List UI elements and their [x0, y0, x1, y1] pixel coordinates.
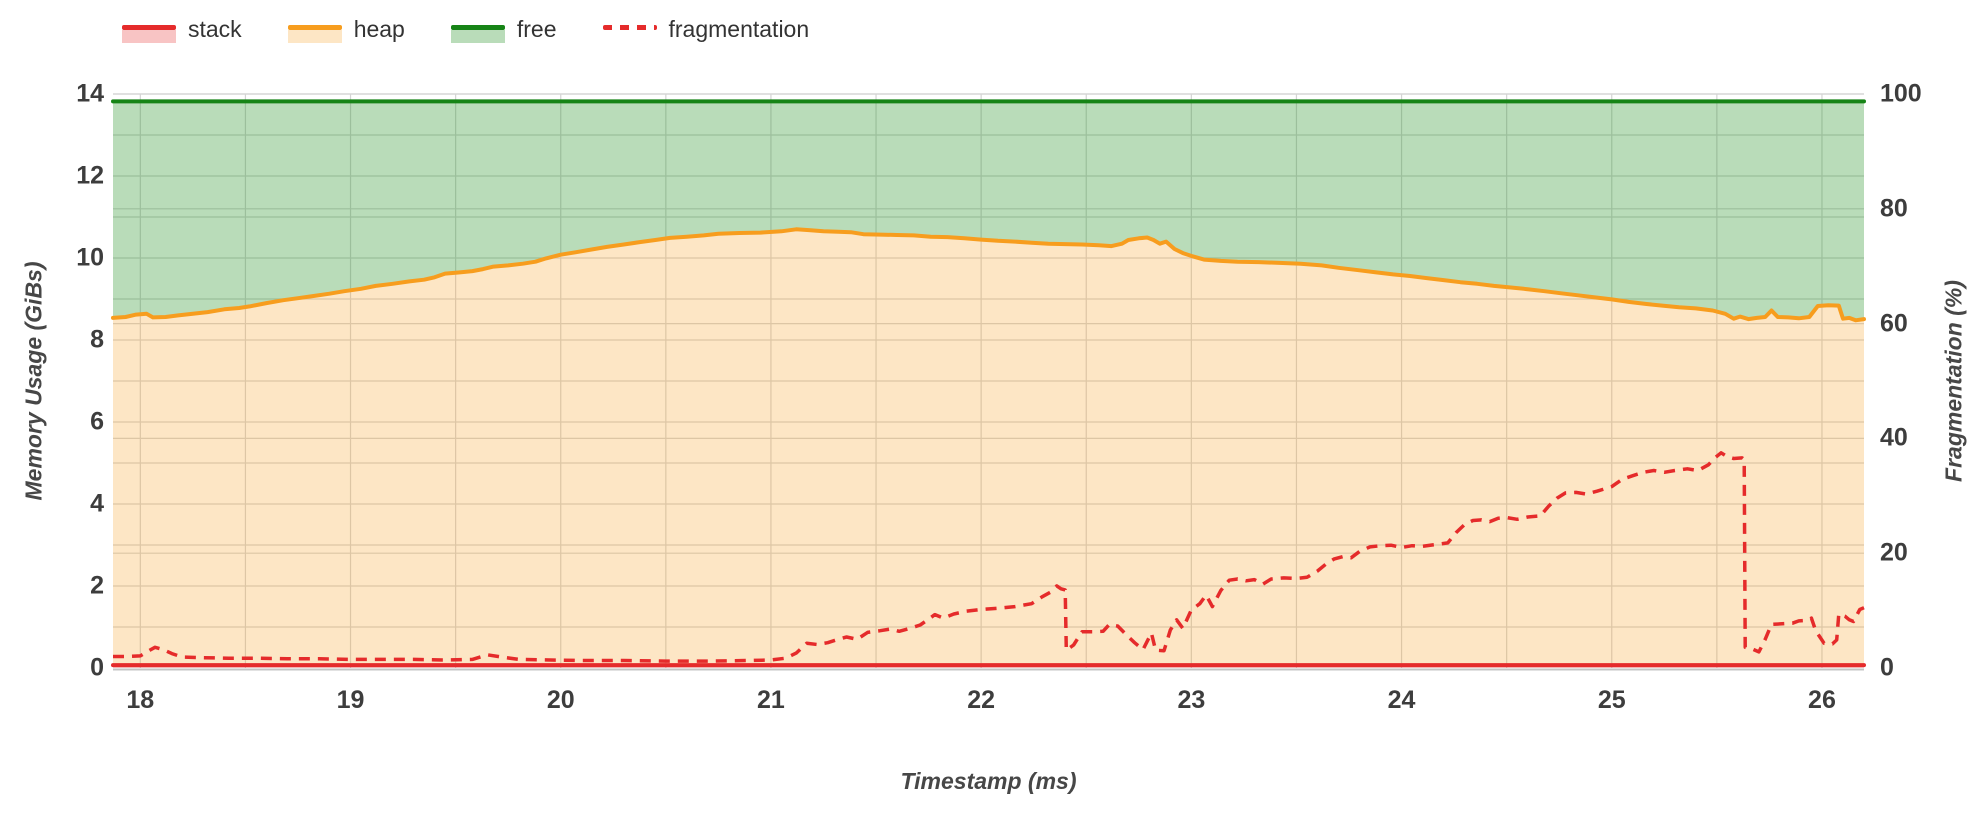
yl-tick: 4	[90, 489, 104, 518]
legend-item-free[interactable]: free	[450, 15, 557, 43]
x-tick: 23	[1177, 686, 1206, 714]
yl-tick: 14	[76, 79, 104, 108]
heap-area	[113, 229, 1864, 666]
yl-tick: 12	[76, 161, 104, 190]
x-tick: 22	[967, 686, 996, 714]
x-axis-title: Timestamp (ms)	[900, 768, 1077, 794]
x-tick: 18	[126, 686, 155, 714]
chart-legend: stack heap free fragmentation	[122, 15, 810, 43]
x-tick: 19	[336, 686, 365, 714]
y-right-axis-title: Fragmentation (%)	[1940, 280, 1967, 482]
heap-line	[111, 227, 1866, 323]
legend-label: free	[516, 15, 557, 42]
x-tick: 20	[546, 686, 575, 714]
yl-tick: 6	[90, 407, 104, 436]
x-tick: 24	[1387, 686, 1416, 714]
legend-label: heap	[353, 15, 405, 42]
yl-tick: 10	[76, 243, 104, 272]
y-left-axis-title: Memory Usage (GiBs)	[20, 261, 47, 501]
yr-tick: 100	[1880, 79, 1922, 108]
x-tick: 26	[1808, 686, 1836, 714]
fragmentation-swatch-icon	[602, 16, 657, 42]
heap-swatch-icon	[287, 16, 342, 43]
legend-item-stack[interactable]: stack	[122, 15, 242, 43]
fragmentation-line	[113, 451, 1865, 663]
legend-label: fragmentation	[668, 15, 810, 42]
yr-tick: 60	[1880, 309, 1908, 338]
yr-tick: 80	[1880, 194, 1908, 223]
yl-tick: 2	[90, 571, 104, 600]
yr-tick: 0	[1880, 653, 1894, 682]
legend-item-heap[interactable]: heap	[287, 15, 405, 43]
free-swatch-icon	[450, 16, 505, 43]
x-tick: 25	[1597, 686, 1626, 714]
legend-item-fragmentation[interactable]: fragmentation	[602, 15, 810, 42]
yr-tick: 20	[1880, 538, 1908, 567]
free-area	[113, 101, 1864, 321]
yl-tick: 8	[90, 325, 104, 354]
yl-tick: 0	[90, 653, 104, 682]
stack-swatch-icon	[122, 16, 176, 43]
x-tick: 21	[757, 686, 785, 714]
yr-tick: 40	[1880, 423, 1908, 452]
legend-label: stack	[188, 15, 242, 42]
